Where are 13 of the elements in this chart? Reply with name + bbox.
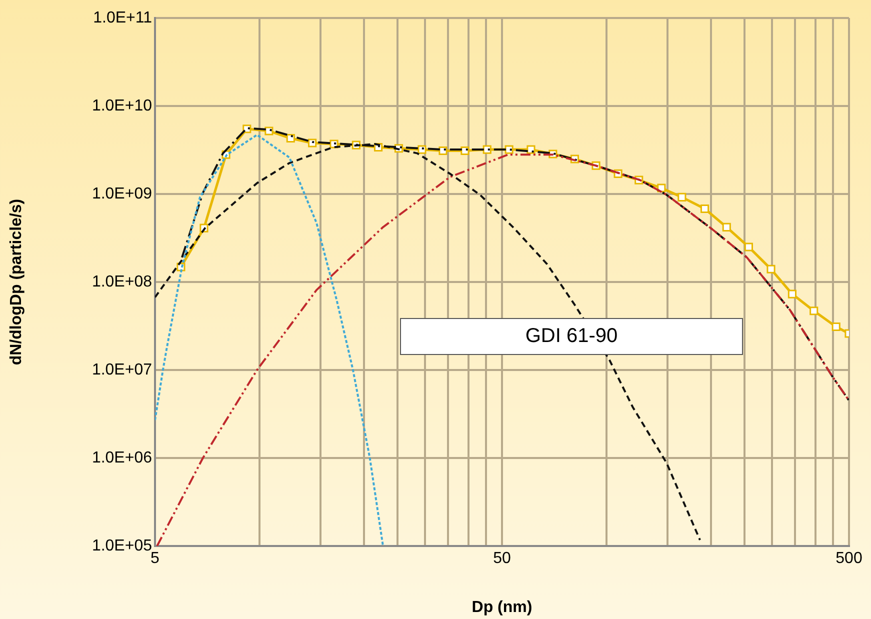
x-tick-label: 50: [493, 550, 511, 568]
y-tick-label: 1.0E+06: [92, 449, 152, 466]
x-tick-label: 500: [836, 550, 862, 568]
x-axis-title: Dp (nm): [472, 598, 532, 616]
y-tick-label: 1.0E+11: [93, 9, 152, 26]
label-box: GDI 61-90: [400, 318, 743, 355]
y-tick-label: 1.0E+08: [92, 273, 152, 290]
y-tick-label: 1.0E+07: [92, 361, 152, 378]
x-tick-label: 5: [150, 550, 160, 568]
y-tick-label: 1.0E+09: [92, 185, 152, 202]
y-axis-title: dN/dlogDp (particle/s): [8, 198, 26, 366]
y-tick-label: 1.0E+10: [92, 97, 152, 114]
y-tick-label: 1.0E+05: [92, 537, 152, 554]
